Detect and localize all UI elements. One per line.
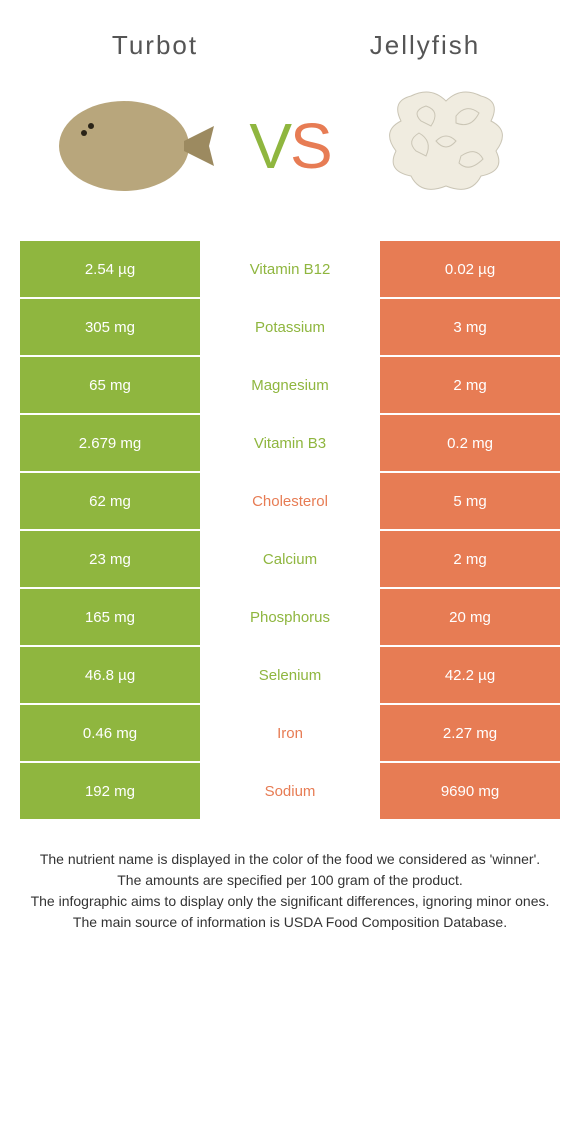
vs-s: S — [290, 110, 331, 182]
nutrient-row: 165 mgPhosphorus20 mg — [20, 589, 560, 645]
nutrient-row: 65 mgMagnesium2 mg — [20, 357, 560, 413]
right-value: 20 mg — [380, 589, 560, 645]
right-value: 5 mg — [380, 473, 560, 529]
nutrient-row: 192 mgSodium9690 mg — [20, 763, 560, 819]
turbot-image — [49, 81, 219, 211]
nutrient-name: Iron — [200, 705, 380, 761]
header: Turbot Jellyfish — [0, 0, 580, 71]
right-value: 2 mg — [380, 357, 560, 413]
right-value: 0.02 µg — [380, 241, 560, 297]
footnote-line-3: The infographic aims to display only the… — [30, 891, 550, 912]
left-value: 192 mg — [20, 763, 200, 819]
right-value: 42.2 µg — [380, 647, 560, 703]
left-value: 65 mg — [20, 357, 200, 413]
nutrient-row: 0.46 mgIron2.27 mg — [20, 705, 560, 761]
nutrient-row: 2.679 mgVitamin B30.2 mg — [20, 415, 560, 471]
left-value: 305 mg — [20, 299, 200, 355]
right-value: 2.27 mg — [380, 705, 560, 761]
jellyfish-image — [361, 81, 531, 211]
footnote-line-4: The main source of information is USDA F… — [30, 912, 550, 933]
title-right: Jellyfish — [290, 30, 560, 61]
right-value: 3 mg — [380, 299, 560, 355]
vs-label: VS — [249, 109, 330, 183]
nutrient-name: Magnesium — [200, 357, 380, 413]
right-value: 9690 mg — [380, 763, 560, 819]
nutrient-name: Vitamin B12 — [200, 241, 380, 297]
nutrient-table: 2.54 µgVitamin B120.02 µg305 mgPotassium… — [20, 241, 560, 819]
vs-row: VS — [0, 71, 580, 241]
nutrient-name: Potassium — [200, 299, 380, 355]
nutrient-row: 62 mgCholesterol5 mg — [20, 473, 560, 529]
nutrient-row: 46.8 µgSelenium42.2 µg — [20, 647, 560, 703]
left-value: 2.54 µg — [20, 241, 200, 297]
left-value: 0.46 mg — [20, 705, 200, 761]
nutrient-name: Phosphorus — [200, 589, 380, 645]
left-value: 23 mg — [20, 531, 200, 587]
left-value: 62 mg — [20, 473, 200, 529]
nutrient-name: Vitamin B3 — [200, 415, 380, 471]
nutrient-row: 2.54 µgVitamin B120.02 µg — [20, 241, 560, 297]
footnote: The nutrient name is displayed in the co… — [30, 849, 550, 933]
nutrient-name: Selenium — [200, 647, 380, 703]
nutrient-row: 23 mgCalcium2 mg — [20, 531, 560, 587]
vs-v: V — [249, 110, 290, 182]
left-value: 2.679 mg — [20, 415, 200, 471]
nutrient-name: Calcium — [200, 531, 380, 587]
nutrient-row: 305 mgPotassium3 mg — [20, 299, 560, 355]
left-value: 165 mg — [20, 589, 200, 645]
nutrient-name: Cholesterol — [200, 473, 380, 529]
right-value: 2 mg — [380, 531, 560, 587]
title-left: Turbot — [20, 30, 290, 61]
left-value: 46.8 µg — [20, 647, 200, 703]
nutrient-name: Sodium — [200, 763, 380, 819]
footnote-line-1: The nutrient name is displayed in the co… — [30, 849, 550, 870]
footnote-line-2: The amounts are specified per 100 gram o… — [30, 870, 550, 891]
right-value: 0.2 mg — [380, 415, 560, 471]
